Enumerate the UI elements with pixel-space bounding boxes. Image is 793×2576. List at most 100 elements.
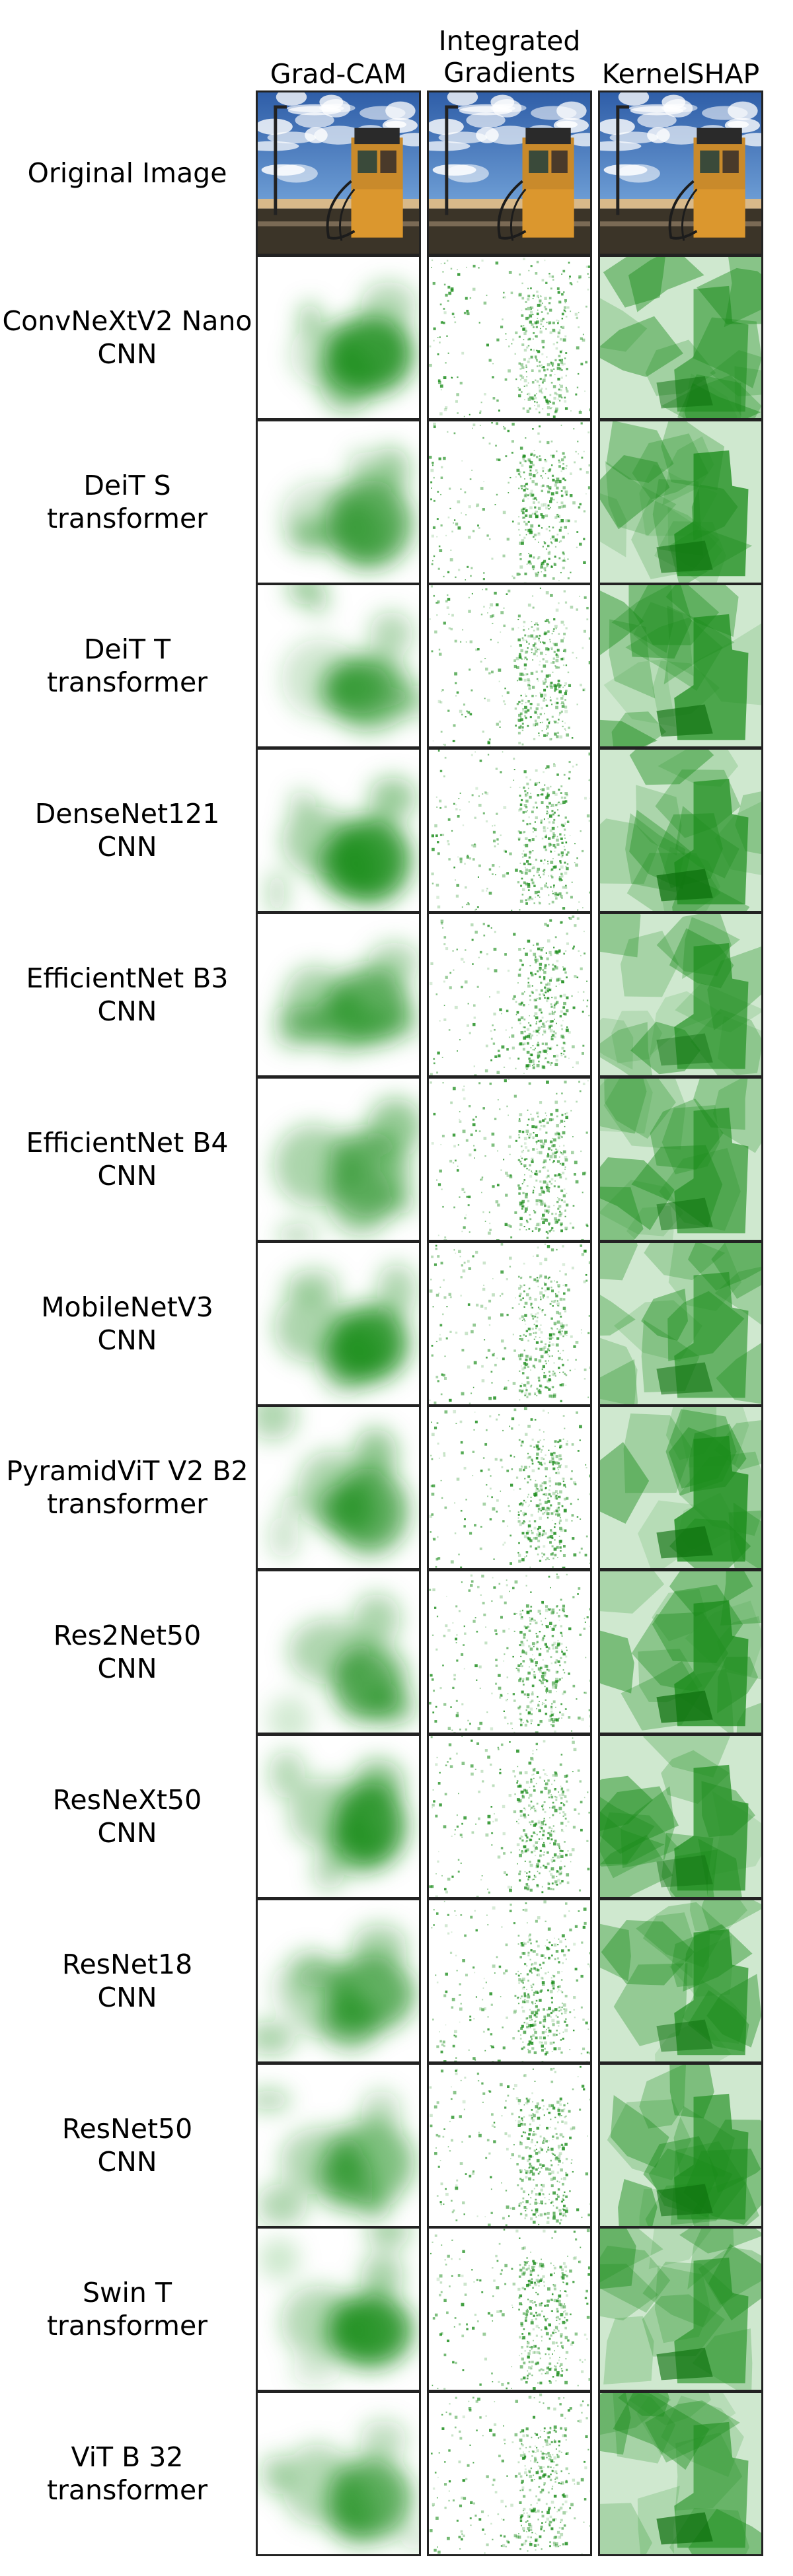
row-2-integrated-gradients-map bbox=[427, 419, 592, 585]
row-4-grad-cam-image bbox=[267, 777, 417, 911]
model-family: CNN bbox=[97, 831, 157, 863]
row-8-integrated-gradients-map bbox=[427, 1405, 592, 1570]
row-label: PyramidViT V2 B2 transformer bbox=[0, 1405, 254, 1570]
row-7-grad-cam-image bbox=[274, 1264, 417, 1395]
row-3-integrated-gradients-map bbox=[427, 583, 592, 748]
row-13-grad-cam-image bbox=[259, 2229, 414, 2385]
row-6-kernelshap-map bbox=[598, 1077, 763, 1242]
model-name: EfficientNet B4 bbox=[26, 1127, 229, 1159]
model-family: CNN bbox=[97, 1324, 157, 1356]
row-3-integrated-gradients-image bbox=[429, 585, 590, 746]
row-12-integrated-gradients-map bbox=[427, 2063, 592, 2228]
row-12-integrated-gradients-image bbox=[429, 2065, 590, 2226]
row-3-kernelshap-map bbox=[598, 583, 763, 748]
row-3-grad-cam-image bbox=[282, 585, 419, 731]
model-family: CNN bbox=[97, 1982, 157, 2013]
row-11-kernelshap-map bbox=[598, 1898, 763, 2063]
original-image-label: Original Image bbox=[27, 157, 227, 189]
row-2-kernelshap-image bbox=[600, 421, 761, 583]
model-family: CNN bbox=[97, 995, 157, 1027]
row-label: MobileNetV3 CNN bbox=[0, 1241, 254, 1406]
original-grad-cam-image bbox=[258, 92, 419, 254]
row-label-original: Original Image bbox=[0, 90, 254, 256]
row-12-kernelshap-map bbox=[598, 2063, 763, 2228]
row-10-integrated-gradients-image bbox=[429, 1736, 590, 1897]
row-11-grad-cam-map bbox=[256, 1898, 421, 2063]
row-label: EfficientNet B4 CNN bbox=[0, 1077, 254, 1242]
row-14-grad-cam-image bbox=[261, 2420, 419, 2551]
model-name: ConvNeXtV2 Nano bbox=[2, 305, 252, 337]
model-family: CNN bbox=[97, 338, 157, 370]
row-9-grad-cam-map bbox=[256, 1569, 421, 1735]
original-integrated-gradients-map bbox=[427, 90, 592, 256]
row-13-kernelshap-map bbox=[598, 2227, 763, 2392]
model-name: MobileNetV3 bbox=[41, 1291, 213, 1323]
model-name: Res2Net50 bbox=[53, 1620, 202, 1651]
row-4-kernelshap-map bbox=[598, 748, 763, 913]
row-5-kernelshap-image bbox=[600, 914, 761, 1075]
row-1-kernelshap-image bbox=[600, 257, 761, 418]
row-13-integrated-gradients-map bbox=[427, 2227, 592, 2392]
model-name: DeiT T bbox=[83, 633, 171, 665]
row-12-grad-cam-map bbox=[256, 2063, 421, 2228]
original-kernelshap-image bbox=[600, 92, 761, 254]
model-name: DeiT S bbox=[83, 470, 171, 501]
row-4-kernelshap-image bbox=[600, 750, 761, 911]
row-6-kernelshap-image bbox=[600, 1079, 761, 1240]
row-9-integrated-gradients-map bbox=[427, 1569, 592, 1735]
row-9-kernelshap-map bbox=[598, 1569, 763, 1735]
row-13-grad-cam-map bbox=[256, 2227, 421, 2392]
original-grad-cam-map bbox=[256, 90, 421, 256]
row-label: Res2Net50 CNN bbox=[0, 1569, 254, 1735]
model-family: CNN bbox=[97, 1653, 157, 1684]
row-6-grad-cam-image bbox=[274, 1098, 419, 1240]
row-1-grad-cam-map bbox=[256, 255, 421, 420]
original-integrated-gradients-image bbox=[429, 92, 590, 254]
row-label: EfficientNet B3 CNN bbox=[0, 912, 254, 1077]
row-11-grad-cam-image bbox=[258, 1924, 415, 2056]
row-5-grad-cam-image bbox=[275, 942, 419, 1052]
row-8-grad-cam-image bbox=[258, 1407, 408, 1559]
row-10-kernelshap-image bbox=[600, 1736, 761, 1897]
model-name: ResNet18 bbox=[61, 1949, 193, 1980]
row-1-grad-cam-image bbox=[289, 281, 416, 413]
row-7-integrated-gradients-image bbox=[429, 1243, 590, 1404]
model-family: CNN bbox=[97, 1817, 157, 1849]
row-6-integrated-gradients-image bbox=[430, 1079, 589, 1240]
row-1-kernelshap-map bbox=[598, 255, 763, 420]
model-name: ViT B 32 bbox=[71, 2441, 184, 2473]
model-family: transformer bbox=[46, 2474, 208, 2506]
row-14-integrated-gradients-image bbox=[430, 2393, 590, 2554]
row-11-kernelshap-image bbox=[600, 1900, 761, 2061]
model-name: ResNet50 bbox=[61, 2113, 193, 2145]
row-3-kernelshap-image bbox=[600, 585, 761, 746]
column-header-kernelshap: KernelSHAP bbox=[601, 58, 760, 90]
row-10-grad-cam-map bbox=[256, 1734, 421, 1899]
column-header-integrated-gradients: Integrated Gradients bbox=[438, 25, 581, 89]
row-label: ResNeXt50 CNN bbox=[0, 1734, 254, 1899]
row-14-integrated-gradients-map bbox=[427, 2391, 592, 2556]
row-10-kernelshap-map bbox=[598, 1734, 763, 1899]
row-label: ResNet18 CNN bbox=[0, 1898, 254, 2063]
row-4-integrated-gradients-image bbox=[431, 750, 590, 911]
row-14-kernelshap-image bbox=[600, 2393, 761, 2554]
row-5-grad-cam-map bbox=[256, 912, 421, 1077]
row-2-kernelshap-map bbox=[598, 419, 763, 585]
row-11-integrated-gradients-image bbox=[431, 1900, 590, 2061]
row-1-integrated-gradients-map bbox=[427, 255, 592, 420]
model-family: transformer bbox=[46, 666, 208, 698]
row-4-grad-cam-map bbox=[256, 748, 421, 913]
model-name: EfficientNet B3 bbox=[26, 962, 229, 994]
model-family: CNN bbox=[97, 2146, 157, 2178]
row-label: ResNet50 CNN bbox=[0, 2063, 254, 2228]
row-label: ConvNeXtV2 Nano CNN bbox=[0, 255, 254, 420]
row-label: ViT B 32 transformer bbox=[0, 2391, 254, 2556]
row-9-integrated-gradients-image bbox=[429, 1573, 590, 1733]
row-8-grad-cam-map bbox=[256, 1405, 421, 1570]
row-2-integrated-gradients-image bbox=[429, 421, 590, 583]
row-2-grad-cam-map bbox=[256, 419, 421, 585]
row-9-kernelshap-image bbox=[600, 1571, 761, 1733]
